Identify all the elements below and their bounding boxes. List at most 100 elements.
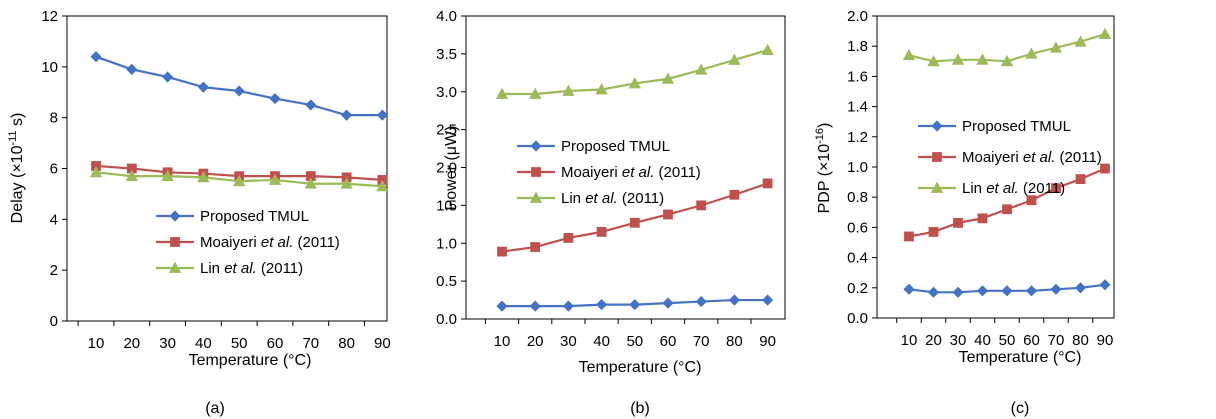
data-point — [376, 179, 389, 192]
y-tick-label: 4.0 — [436, 8, 457, 25]
x-tick-label: 70 — [1048, 332, 1065, 349]
y-tick-label: 0.0 — [847, 310, 868, 327]
data-point — [233, 85, 245, 97]
data-point — [1025, 285, 1038, 297]
x-tick-label: 20 — [527, 333, 544, 350]
series-1 — [903, 279, 1111, 298]
data-point — [629, 217, 640, 228]
data-point — [1002, 204, 1012, 215]
x-tick-label: 90 — [1097, 332, 1114, 349]
data-point — [1099, 279, 1111, 291]
data-point — [952, 286, 964, 298]
y-tick-label: 0.0 — [436, 311, 457, 328]
series-2 — [497, 178, 773, 257]
legend-entry: Moaiyeri et al. (2011) — [200, 234, 340, 251]
y-tick-label: 0.6 — [847, 219, 868, 236]
data-point — [1050, 283, 1062, 295]
data-point — [695, 63, 708, 75]
legend-entry: Proposed TMUL — [962, 118, 1071, 135]
chart-panel-1: 0 2 4 6 8 10 12 10 20 30 40 50 60 70 80 90 Temperature (… — [7, 8, 391, 417]
x-tick-label: 80 — [338, 335, 355, 352]
data-point — [762, 294, 774, 306]
panel-label: (a) — [205, 400, 225, 417]
y-tick-label: 10 — [41, 59, 58, 76]
data-point — [928, 227, 939, 237]
data-point — [1001, 285, 1013, 297]
x-tick-label: 30 — [950, 332, 967, 349]
legend-entry: Lin et al. (2011) — [561, 190, 664, 207]
legend-marker — [930, 181, 944, 193]
data-point — [233, 174, 246, 187]
y-tick-label: 1.4 — [847, 99, 868, 116]
legend-marker — [168, 261, 182, 273]
data-point — [1051, 183, 1061, 194]
x-tick-label: 30 — [159, 335, 176, 352]
y-tick-label: 1.2 — [847, 129, 868, 146]
legend-marker — [529, 191, 543, 203]
y-tick-label: 3.5 — [436, 46, 457, 63]
y-tick-label: 2.0 — [847, 8, 868, 25]
x-tick-label: 30 — [560, 333, 577, 350]
data-point — [761, 43, 774, 55]
y-tick-label: 0.5 — [436, 273, 457, 290]
legend: Proposed TMUL Moaiyeri et al. (2011) Lin e… — [918, 118, 1102, 197]
y-tick-label: 2.0 — [436, 160, 457, 177]
x-tick-label: 60 — [267, 335, 284, 352]
data-point — [662, 297, 674, 309]
legend: Proposed TMUL Moaiyeri et al. (2011) Lin e… — [156, 208, 340, 277]
data-point — [762, 178, 773, 189]
y-tick-label: 1.0 — [436, 235, 457, 252]
x-axis-label: Temperature (°C) — [579, 359, 702, 376]
legend-marker — [169, 210, 181, 222]
data-point — [529, 300, 541, 312]
x-tick-label: 80 — [1072, 332, 1089, 349]
data-point — [696, 200, 707, 211]
y-tick-label: 8 — [50, 110, 58, 127]
data-point — [341, 109, 353, 121]
data-point — [197, 81, 209, 93]
y-axis-label: PDP (×10-16) — [814, 123, 833, 214]
data-point — [1074, 282, 1087, 294]
legend-entry: Moaiyeri et al. (2011) — [962, 149, 1102, 166]
data-point — [927, 286, 940, 298]
chart-panel-2: 0.0 0.5 1.0 1.5 2.0 2.5 3.0 3.5 4.0 10 20 30 40 50 60 7… — [436, 8, 786, 417]
y-tick-label: 0.8 — [847, 189, 868, 206]
series-3 — [495, 43, 774, 99]
series-2 — [904, 163, 1110, 242]
y-tick-label: 12 — [41, 8, 58, 25]
y-tick-label: 0.4 — [847, 250, 868, 267]
data-point — [977, 213, 988, 224]
y-tick-label: 1.6 — [847, 68, 868, 85]
legend-entry: Lin et al. (2011) — [962, 180, 1065, 197]
x-tick-label: 90 — [759, 333, 776, 350]
x-tick-label: 80 — [726, 333, 743, 350]
data-point — [904, 231, 914, 242]
data-point — [596, 226, 607, 237]
legend: Proposed TMUL Moaiyeri et al. (2011) Lin e… — [517, 138, 701, 207]
x-tick-label: 20 — [925, 332, 942, 349]
legend-entry: Lin et al. (2011) — [200, 260, 303, 277]
y-tick-label: 0.2 — [847, 280, 868, 297]
data-point — [305, 99, 317, 111]
data-point — [595, 83, 608, 95]
data-point — [162, 71, 174, 83]
series-1 — [496, 294, 774, 312]
series-line — [908, 167, 1106, 238]
x-tick-label: 50 — [626, 333, 643, 350]
data-point — [661, 72, 675, 84]
data-point — [269, 93, 281, 105]
data-point — [1075, 174, 1086, 184]
y-axis-label: Power (μW) — [443, 126, 460, 211]
x-tick-label: 70 — [693, 333, 710, 350]
data-point — [529, 87, 542, 99]
panel-label: (c) — [1011, 400, 1030, 417]
data-point — [951, 53, 965, 65]
legend-marker — [531, 167, 541, 177]
chart-panel-3: 0.0 0.2 0.4 0.6 0.8 1.0 1.2 1.4 1.6 1.8 2.0 10 20 30 4… — [814, 8, 1115, 417]
data-point — [663, 209, 673, 220]
data-point — [728, 53, 741, 65]
data-point — [902, 48, 916, 61]
x-tick-label: 50 — [231, 335, 248, 352]
legend-entry: Proposed TMUL — [561, 138, 670, 155]
y-axis-label: Delay (×10-11 s) — [7, 113, 26, 224]
